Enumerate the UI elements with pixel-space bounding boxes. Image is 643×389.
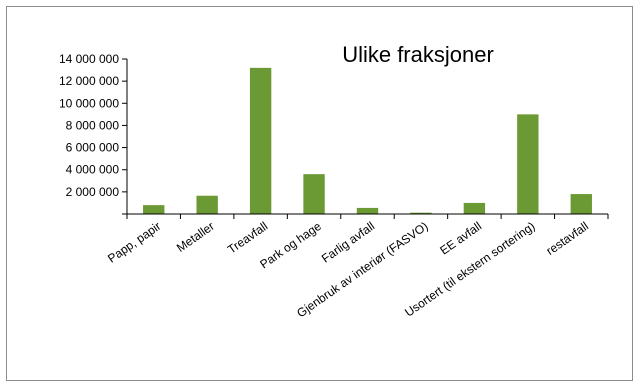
bar bbox=[570, 194, 592, 214]
x-category-label: Metaller bbox=[174, 219, 217, 255]
bar bbox=[517, 114, 539, 214]
bar bbox=[356, 207, 379, 214]
y-tick-label: 6 000 000 bbox=[66, 141, 120, 155]
bar bbox=[196, 195, 218, 214]
y-tick-label: 10 000 000 bbox=[59, 96, 119, 110]
bar bbox=[410, 212, 432, 214]
y-ticks-group: 2 000 000 4 000 000 6 000 000 8 000 000 10 0… bbox=[59, 52, 127, 215]
y-tick-label: 2 000 000 bbox=[66, 185, 120, 199]
x-category-label: Treavfall bbox=[225, 219, 270, 257]
y-tick-label: 8 000 000 bbox=[66, 118, 120, 132]
bar bbox=[463, 202, 486, 214]
y-tick-label: 12 000 000 bbox=[59, 74, 119, 88]
bar bbox=[143, 205, 165, 214]
bar bbox=[249, 67, 272, 214]
x-category-label: restavfall bbox=[544, 219, 591, 258]
bar bbox=[303, 174, 325, 214]
x-category-label: EE avfall bbox=[437, 219, 484, 258]
y-tick-label: 14 000 000 bbox=[59, 52, 119, 66]
bars-group bbox=[143, 67, 592, 214]
x-category-label: Papp, papir bbox=[105, 219, 163, 266]
chart-title: Ulike fraksjoner bbox=[342, 42, 494, 67]
y-tick-label: 4 000 000 bbox=[66, 163, 120, 177]
